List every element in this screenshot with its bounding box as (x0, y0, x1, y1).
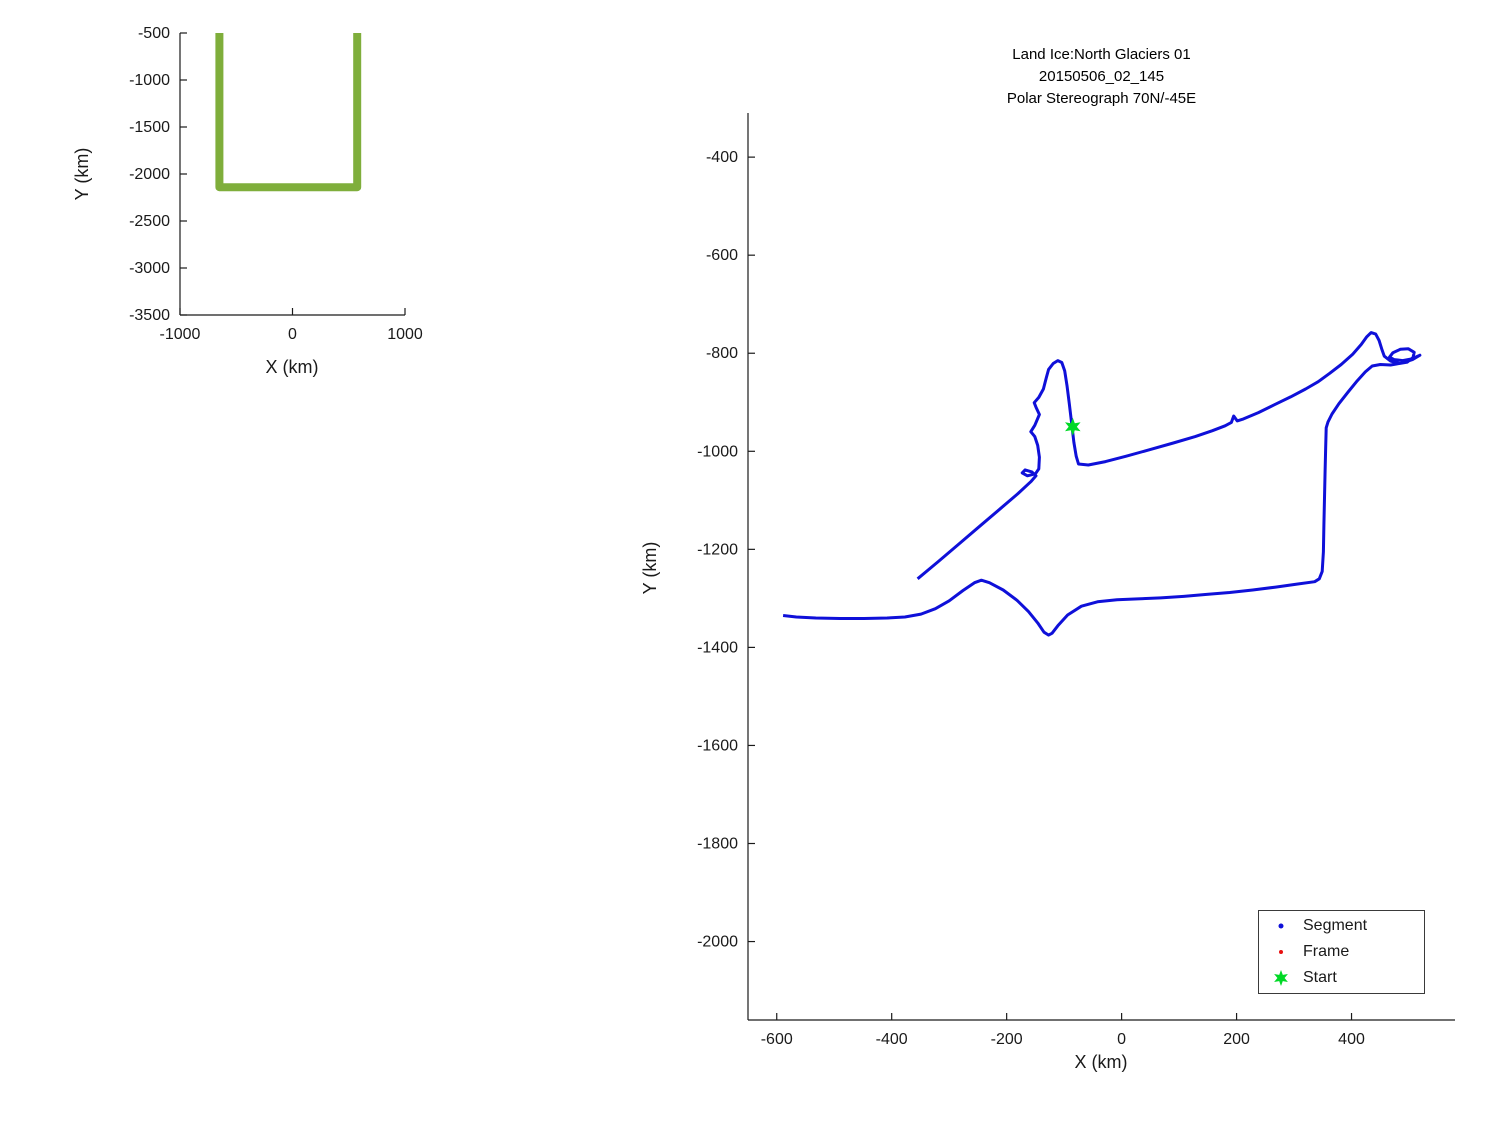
y-tick-label: -600 (706, 247, 738, 264)
y-tick-label: -400 (706, 149, 738, 166)
y-tick-label: -1800 (697, 836, 738, 853)
segment-dot-icon (1259, 916, 1303, 936)
x-tick-label: 200 (1223, 1031, 1250, 1048)
y-tick-label: -1200 (697, 541, 738, 558)
y-tick-label: -500 (138, 25, 170, 42)
chart-title: Land Ice:North Glaciers 01 20150506_02_1… (748, 44, 1455, 110)
x-tick-label: -200 (991, 1031, 1023, 1048)
overview-chart-svg: X (km) Y (km) -1000 0 1000 -500 -1000 -1500 -2… (72, 25, 423, 377)
x-tick-label: 400 (1338, 1031, 1365, 1048)
y-tick-label: -2000 (697, 934, 738, 951)
legend-item-segment: Segment (1259, 913, 1424, 939)
frame-dot-icon (1259, 942, 1303, 962)
overview-axes (179, 32, 406, 316)
start-hexagram-icon (1259, 967, 1303, 989)
x-tick-label: 1000 (387, 326, 423, 343)
y-tick-label: -1000 (697, 443, 738, 460)
y-tick-label: -3000 (129, 260, 170, 277)
flight-track (782, 331, 1422, 637)
mission-coverage-outline (215, 33, 362, 192)
y-tick-label: -1600 (697, 737, 738, 754)
y-tick-label: -2000 (129, 166, 170, 183)
overview-xlabel: X (km) (266, 357, 319, 377)
legend-label-frame: Frame (1303, 943, 1350, 960)
trajectory-chart-svg: X (km) Y (km) -600 -400 -200 0 200 400-400-60… (640, 113, 1455, 1072)
x-tick-label: -600 (761, 1031, 793, 1048)
start-marker (1065, 417, 1081, 436)
x-tick-label: 0 (1117, 1031, 1126, 1048)
y-tick-label: -800 (706, 345, 738, 362)
x-tick-label: -1000 (160, 326, 201, 343)
y-tick-label: -1400 (697, 639, 738, 656)
y-tick-label: -2500 (129, 213, 170, 230)
legend-item-frame: Frame (1259, 939, 1424, 965)
x-tick-label: 0 (288, 326, 297, 343)
x-tick-label: -400 (876, 1031, 908, 1048)
trajectory-axes (747, 113, 1455, 1021)
y-tick-label: -1000 (129, 72, 170, 89)
chart-title-line-1: Land Ice:North Glaciers 01 (1012, 46, 1191, 63)
overview-ylabel: Y (km) (72, 148, 92, 201)
chart-title-line-2: 20150506_02_145 (1038, 68, 1165, 85)
legend-item-start: Start (1259, 965, 1424, 991)
legend-label-start: Start (1303, 969, 1337, 986)
legend: Segment Frame Start (1258, 910, 1425, 994)
trajectory-xlabel: X (km) (1075, 1052, 1128, 1072)
legend-label-segment: Segment (1303, 917, 1368, 934)
y-tick-label: -1500 (129, 119, 170, 136)
trajectory-ylabel: Y (km) (640, 542, 660, 595)
chart-title-line-3: Polar Stereograph 70N/-45E (1006, 90, 1197, 107)
y-tick-label: -3500 (129, 307, 170, 324)
